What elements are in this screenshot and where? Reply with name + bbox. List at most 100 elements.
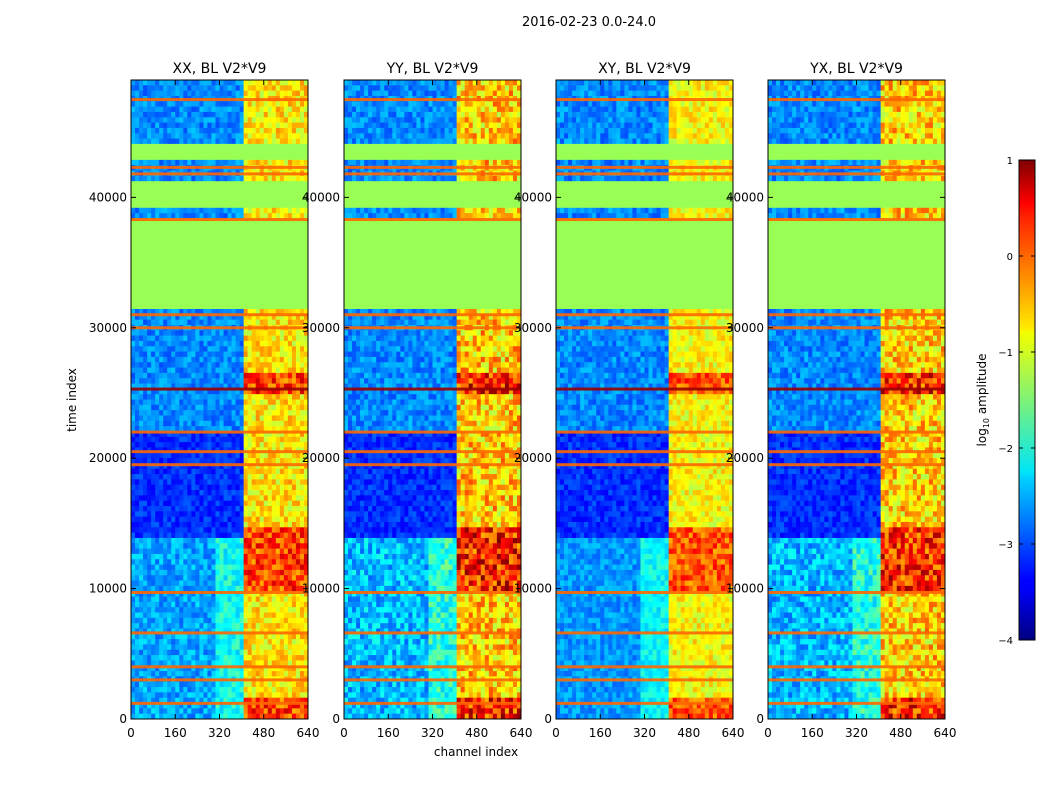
heatmap-cell xyxy=(239,175,245,182)
heatmap-cell xyxy=(223,149,229,156)
heatmap-cell xyxy=(239,223,245,230)
heatmap-cell xyxy=(219,298,225,305)
heatmap-cell xyxy=(283,426,289,433)
heatmap-cell xyxy=(183,255,188,262)
heatmap-cell xyxy=(215,442,221,449)
heatmap-cell xyxy=(299,655,305,662)
heatmap-cell xyxy=(247,388,253,395)
heatmap-cell xyxy=(223,202,229,209)
heatmap-cell xyxy=(187,671,192,677)
heatmap-cell xyxy=(195,261,200,267)
heatmap-cell xyxy=(291,452,297,459)
heatmap-cell xyxy=(259,452,265,459)
heatmap-cell xyxy=(147,319,152,326)
heatmap-cell xyxy=(199,191,205,198)
heatmap-cell xyxy=(263,85,269,92)
heatmap-cell xyxy=(139,506,144,512)
heatmap-cell xyxy=(171,175,176,182)
heatmap-cell xyxy=(199,660,205,667)
heatmap-cell xyxy=(291,90,297,97)
heatmap-cell xyxy=(187,548,192,555)
heatmap-cell xyxy=(239,537,245,544)
heatmap-cell xyxy=(195,388,200,395)
heatmap-cell xyxy=(231,335,237,342)
heatmap-cell xyxy=(159,213,164,220)
heatmap-cell xyxy=(159,537,164,544)
heatmap-cell xyxy=(287,521,293,528)
heatmap-cell xyxy=(179,122,184,129)
heatmap-cell xyxy=(211,271,217,278)
heatmap-cell xyxy=(175,122,180,129)
heatmap-cell xyxy=(187,452,192,459)
heatmap-cell xyxy=(187,399,192,406)
heatmap-cell xyxy=(227,90,233,97)
heatmap-cell xyxy=(179,671,184,677)
heatmap-cell xyxy=(187,154,192,161)
heatmap-cell xyxy=(235,564,241,571)
heatmap-cell xyxy=(287,516,293,523)
heatmap-cell xyxy=(267,149,273,156)
heatmap-cell xyxy=(183,436,188,443)
heatmap-cell xyxy=(199,117,205,124)
heatmap-cell xyxy=(251,420,257,427)
heatmap-cell xyxy=(279,506,285,512)
heatmap-cell xyxy=(291,213,297,220)
heatmap-cell xyxy=(159,175,164,182)
heatmap-cell xyxy=(131,234,136,241)
heatmap-cell xyxy=(215,452,221,459)
heatmap-cell xyxy=(291,580,297,587)
heatmap-cell xyxy=(243,229,249,236)
heatmap-cell xyxy=(291,111,297,118)
heatmap-cell xyxy=(215,404,221,411)
heatmap-cell xyxy=(159,255,164,262)
heatmap-cell xyxy=(199,596,205,603)
heatmap-cell xyxy=(223,575,229,582)
heatmap-cell xyxy=(239,335,245,342)
heatmap-cell xyxy=(267,452,273,459)
heatmap-cell xyxy=(207,553,213,560)
heatmap-cell xyxy=(299,282,305,289)
heatmap-cell xyxy=(203,266,209,273)
heatmap-cell xyxy=(263,660,269,667)
heatmap-cell xyxy=(207,255,213,262)
heatmap-cell xyxy=(291,186,297,193)
heatmap-cell xyxy=(303,516,308,523)
heatmap-cell xyxy=(283,404,289,411)
heatmap-cell xyxy=(279,495,285,502)
heatmap-cell xyxy=(151,117,156,124)
heatmap-cell xyxy=(299,143,305,150)
heatmap-cell xyxy=(223,506,229,512)
heatmap-cell xyxy=(191,527,196,534)
heatmap-cell xyxy=(243,474,249,480)
heatmap-cell xyxy=(259,665,265,672)
heatmap-cell xyxy=(231,181,237,188)
heatmap-cell xyxy=(287,474,293,480)
heatmap-cell xyxy=(235,527,241,534)
heatmap-cell xyxy=(263,117,269,124)
heatmap-cell xyxy=(267,394,273,401)
heatmap-cell xyxy=(223,442,229,449)
heatmap-cell xyxy=(215,159,221,166)
heatmap-cell xyxy=(199,532,205,539)
heatmap-cell xyxy=(243,223,249,230)
heatmap-cell xyxy=(259,617,265,624)
heatmap-cell xyxy=(259,330,265,337)
heatmap-cell xyxy=(263,138,269,145)
heatmap-cell xyxy=(247,506,253,512)
heatmap-cell xyxy=(167,490,172,496)
heatmap-cell xyxy=(187,202,192,209)
heatmap-cell xyxy=(207,191,213,198)
heatmap-cell xyxy=(295,106,301,113)
heatmap-cell xyxy=(295,617,301,624)
heatmap-cell xyxy=(151,356,156,363)
heatmap-cell xyxy=(167,559,172,566)
heatmap-cell xyxy=(191,378,196,385)
heatmap-cell xyxy=(203,239,209,246)
heatmap-cell xyxy=(195,410,200,417)
heatmap-cell xyxy=(275,378,281,385)
heatmap-cell xyxy=(227,218,233,225)
heatmap-cell xyxy=(239,463,245,470)
heatmap-cell xyxy=(259,585,265,592)
heatmap-cell xyxy=(243,394,249,401)
heatmap-cell xyxy=(199,458,205,464)
